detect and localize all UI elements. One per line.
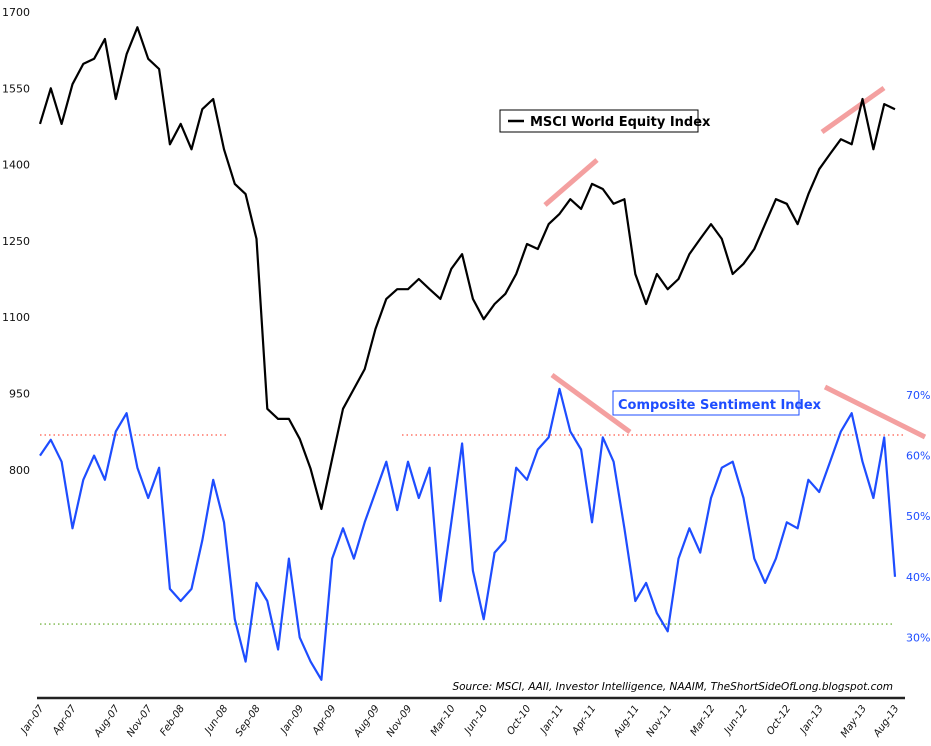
x-tick-label: Jan-13: [797, 703, 825, 737]
x-tick-label: Mar-10: [429, 703, 458, 738]
x-tick-label: Aug-09: [352, 703, 382, 740]
left-tick-label: 1400: [2, 159, 30, 172]
right-tick-label: 70%: [906, 389, 930, 402]
x-tick-label: Sep-08: [234, 703, 263, 738]
left-tick-label: 1550: [2, 82, 30, 95]
x-tick-label: Apr-11: [570, 703, 599, 737]
sentiment-series-line: [39, 387, 897, 681]
x-tick-label: Aug-07: [92, 703, 123, 740]
x-tick-label: Aug-13: [871, 703, 901, 740]
left-tick-label: 1250: [2, 235, 30, 248]
x-tick-label: Mar-12: [689, 703, 718, 738]
x-tick-label: Aug-11: [612, 703, 642, 740]
x-tick-label: Nov-07: [125, 703, 155, 739]
right-axis-ticks: 70% 60% 50% 40% 30%: [906, 389, 930, 644]
trend-line-1: [820, 85, 886, 135]
legend-msci: MSCI World Equity Index: [499, 109, 711, 133]
x-tick-label: Jan-11: [538, 703, 566, 737]
x-tick-label: Jun-10: [462, 703, 490, 737]
left-axis-ticks: 1700 1550 1400 1250 1100 950 800: [2, 6, 30, 477]
right-tick-label: 50%: [906, 510, 930, 523]
source-note: Source: MSCI, AAII, Investor Intelligenc…: [452, 681, 893, 693]
left-tick-label: 1100: [2, 311, 30, 324]
reference-lines: [40, 434, 905, 625]
x-tick-label: Feb-08: [158, 703, 187, 738]
trend-line-2: [550, 372, 632, 435]
x-tick-label: Oct-10: [505, 703, 533, 737]
left-tick-label: 800: [9, 464, 30, 477]
right-tick-label: 40%: [906, 571, 930, 584]
legend-msci-label: MSCI World Equity Index: [530, 115, 711, 130]
x-tick-label: Apr-09: [310, 703, 339, 737]
x-tick-label: Jun-08: [202, 703, 230, 737]
x-tick-label: May-13: [839, 703, 869, 739]
x-axis-ticks: Jan-07 Apr-07 Aug-07 Nov-07 Feb-08 Jun-08 Sep-…: [18, 703, 901, 740]
left-tick-label: 950: [9, 388, 30, 401]
left-tick-label: 1700: [2, 6, 30, 19]
right-tick-label: 30%: [906, 631, 930, 644]
x-tick-label: Jun-12: [721, 703, 749, 737]
trend-annotations: [543, 85, 927, 440]
trend-line-3: [823, 384, 927, 440]
x-tick-label: Jan-09: [278, 703, 306, 737]
legend-sentiment-label: Composite Sentiment Index: [618, 398, 822, 413]
x-tick-label: Oct-12: [765, 703, 793, 737]
trend-line-0: [543, 158, 599, 207]
right-tick-label: 60%: [906, 450, 930, 463]
legend-sentiment: Composite Sentiment Index: [612, 390, 822, 416]
x-tick-label: Nov-11: [645, 703, 675, 739]
msci-series-line: [38, 26, 896, 511]
x-tick-label: Jan-07: [18, 703, 47, 737]
x-tick-label: Nov-09: [385, 703, 415, 739]
x-tick-label: Apr-07: [50, 703, 79, 738]
